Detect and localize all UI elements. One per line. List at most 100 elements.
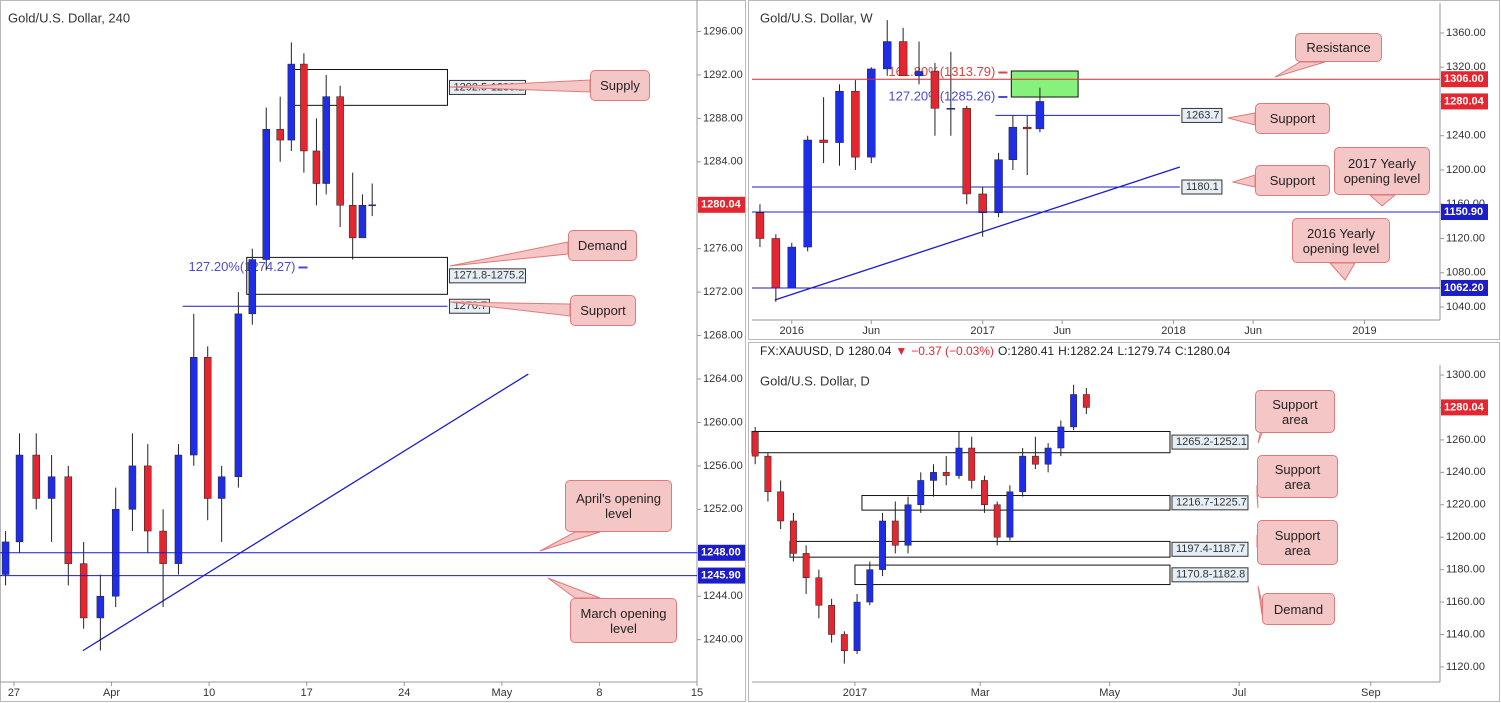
candle-body: [15, 454, 24, 543]
zone-label: 1271.8-1275.2: [453, 270, 524, 282]
candle-body: [128, 465, 137, 510]
candle-body: [891, 520, 899, 546]
candle-body: [32, 454, 40, 499]
header-field: H:1282.24: [1058, 344, 1114, 358]
x-tick-label: Apr: [103, 687, 120, 699]
x-tick-label: Mar: [971, 687, 990, 699]
x-tick-label: Jul: [1232, 687, 1246, 699]
zone-label-box: [448, 268, 526, 284]
trend-line: [774, 166, 1181, 301]
candle-body: [358, 205, 367, 239]
candle-body: [322, 96, 330, 184]
x-tick-label: 2017: [843, 687, 867, 699]
price-badge: [1441, 399, 1488, 416]
y-tick-label: 1360.00: [1446, 27, 1486, 39]
candle-body: [1019, 455, 1027, 493]
zone-label: 1197.4-1187.7: [1176, 543, 1245, 555]
zone: [789, 540, 1171, 558]
candle-body: [853, 601, 861, 651]
candle-body: [789, 520, 797, 554]
price-badge-label: 1062.20: [1444, 282, 1484, 294]
line-label-box: [1181, 179, 1223, 195]
y-tick-label: 1180.00: [1446, 564, 1485, 576]
callout: Demand: [1262, 593, 1335, 625]
panel-frame: [748, 0, 1500, 340]
candle-body: [64, 476, 73, 564]
candle-body: [981, 480, 988, 506]
price-badge-label: 1280.04: [701, 199, 742, 211]
price-badge-label: 1245.90: [701, 569, 741, 581]
candle-body: [942, 472, 950, 476]
candle-body: [882, 41, 892, 70]
candle-body: [955, 447, 963, 476]
header-field: FX:XAUUSD, D: [760, 344, 845, 358]
price-badge-label: 1150.90: [1444, 206, 1483, 218]
line-label: 1180.1: [1186, 181, 1219, 193]
candle-body: [159, 530, 167, 564]
candle-body: [787, 246, 796, 289]
candle-body: [994, 159, 1003, 214]
price-badge-label: 1280.04: [1444, 95, 1485, 107]
price-badge: [1441, 93, 1488, 110]
y-tick-label: 1284.00: [703, 156, 743, 168]
fib-label: 127.20%(1274.27): [189, 259, 296, 274]
candle-body: [79, 563, 88, 619]
candle-body: [764, 455, 772, 493]
zone: [854, 564, 1171, 586]
zone: [1010, 70, 1079, 98]
callout-pointer: [1328, 262, 1356, 281]
candle-body: [1022, 126, 1032, 130]
candle-body: [930, 472, 937, 481]
x-tick-label: Sep: [1361, 687, 1381, 699]
callout-pointer: [1274, 61, 1326, 78]
zone-label-box: [1171, 495, 1249, 511]
candle-body: [993, 504, 1001, 538]
candle-body: [962, 108, 971, 195]
y-tick-label: 1240.00: [703, 634, 743, 646]
zone: [861, 495, 1171, 511]
price-badge-label: 1248.00: [701, 547, 741, 559]
candle-body: [217, 476, 226, 499]
callout: Support area: [1255, 390, 1335, 433]
y-tick-label: 1300.00: [1446, 369, 1486, 381]
candle-body: [144, 465, 152, 532]
x-tick-label: 8: [596, 687, 602, 699]
candle-body: [234, 313, 243, 477]
candle-body: [867, 68, 876, 158]
candle-body: [287, 63, 296, 141]
header-field: L:1279.74: [1117, 344, 1171, 358]
callout: April's opening level: [565, 480, 672, 532]
y-tick-label: 1296.00: [703, 25, 743, 37]
candle-body: [203, 357, 212, 499]
candle-body: [1008, 126, 1018, 160]
callout-pointer: [539, 531, 601, 552]
line-label-box: [1181, 107, 1223, 123]
callout: 2016 Yearly opening level: [1292, 218, 1390, 263]
x-tick-label: 15: [691, 687, 703, 699]
header-field: −0.37 (−0.03%): [911, 344, 995, 358]
y-tick-label: 1252.00: [703, 503, 743, 515]
candle-body: [1082, 394, 1090, 408]
candle-body: [946, 108, 956, 110]
callout: Demand: [568, 230, 637, 261]
candle-body: [1057, 426, 1065, 449]
callout: Support: [1255, 165, 1330, 196]
candle-body: [190, 357, 198, 456]
x-tick-label: Jun: [1244, 325, 1262, 337]
callout-pointer: [449, 241, 569, 267]
header-field: ▼: [895, 344, 908, 358]
candle-body: [914, 71, 924, 77]
y-tick-label: 1080.00: [1446, 267, 1486, 279]
candle-body: [96, 595, 105, 619]
x-tick-label: Jun: [862, 325, 880, 337]
chart-title: Gold/U.S. Dollar, D: [760, 373, 870, 388]
callout: Support area: [1257, 455, 1338, 498]
candle-body: [276, 128, 284, 141]
candle-body: [835, 90, 844, 143]
candle-body: [777, 491, 785, 522]
chart-title: Gold/U.S. Dollar, 240: [8, 10, 130, 25]
y-tick-label: 1288.00: [703, 112, 743, 124]
candle-body: [312, 150, 321, 184]
chart-panel: 1120.00 1140.00 1160.00 1180.00 1200.00 1220.…: [751, 365, 1488, 699]
